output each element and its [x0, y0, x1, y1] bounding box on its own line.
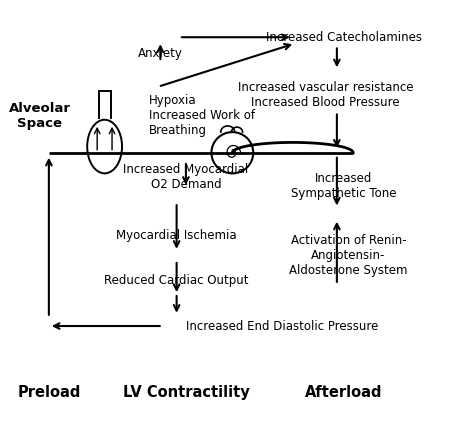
Text: Myocardial Ischemia: Myocardial Ischemia: [116, 229, 237, 242]
Text: Preload: Preload: [17, 384, 81, 400]
Text: Increased Catecholamines: Increased Catecholamines: [266, 31, 422, 44]
Text: Reduced Cardiac Output: Reduced Cardiac Output: [104, 274, 249, 287]
Text: Increased vascular resistance
Increased Blood Pressure: Increased vascular resistance Increased …: [237, 81, 413, 109]
Text: Afterload: Afterload: [305, 384, 383, 400]
Text: Anxiety: Anxiety: [138, 47, 183, 60]
Text: Activation of Renin-
Angiotensin-
Aldosterone System: Activation of Renin- Angiotensin- Aldost…: [289, 234, 408, 277]
Text: Increased
Sympathetic Tone: Increased Sympathetic Tone: [291, 172, 397, 200]
Text: Alveolar
Space: Alveolar Space: [9, 101, 71, 130]
Text: Increased End Diastolic Pressure: Increased End Diastolic Pressure: [186, 320, 378, 333]
Text: Hypoxia
Increased Work of
Breathing: Hypoxia Increased Work of Breathing: [149, 94, 255, 137]
Text: Increased Myocardial
O2 Demand: Increased Myocardial O2 Demand: [123, 163, 248, 192]
Text: LV Contractility: LV Contractility: [122, 384, 249, 400]
